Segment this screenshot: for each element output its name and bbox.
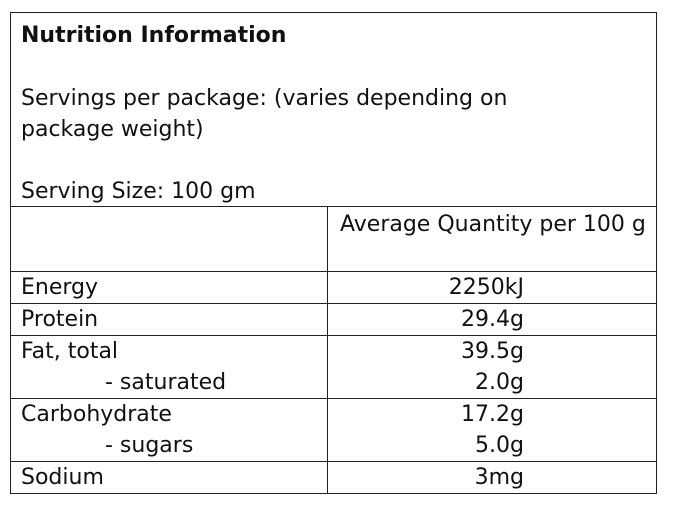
- nutrient-value: 29.4g: [461, 306, 524, 332]
- value-cell: 17.2g 5.0g: [327, 397, 656, 461]
- nutrient-row: Energy 2250kJ: [11, 270, 656, 303]
- nutrient-row: Sodium 3mg: [11, 460, 656, 493]
- nutrient-label: Carbohydrate: [21, 401, 172, 427]
- nutrition-table: Average Quantity per 100 g Energy 2250kJ P…: [11, 207, 656, 493]
- nutrient-value: 2.0g: [475, 369, 524, 395]
- title: Nutrition Information: [21, 23, 287, 48]
- label-cell: Energy: [11, 270, 328, 303]
- servings: Servings per package: (varies depending …: [21, 86, 508, 142]
- empty-cell: [11, 207, 328, 271]
- nutrient-row: Fat, total - saturated 39.5g 2.0g: [11, 334, 656, 398]
- nutrient-label: Sodium: [21, 464, 104, 490]
- nutrition-panel: Nutrition Information Servings per packa…: [10, 12, 657, 494]
- nutrient-row: Protein 29.4g: [11, 302, 656, 335]
- value-cell: 39.5g 2.0g: [327, 334, 656, 398]
- label-cell: Sodium: [11, 460, 328, 493]
- nutrient-value: 3mg: [474, 464, 524, 490]
- serving-size: Serving Size: 100 gm: [21, 179, 256, 204]
- nutrient-label: - saturated: [105, 369, 227, 395]
- label-cell: Fat, total - saturated: [11, 334, 328, 398]
- nutrient-label: - sugars: [105, 432, 194, 458]
- nutrient-label: Energy: [21, 274, 99, 300]
- value-cell: 29.4g: [327, 302, 656, 335]
- column-header: Average Quantity per 100 g: [340, 212, 646, 237]
- value-cell: 2250kJ: [327, 270, 656, 303]
- nutrient-row: Carbohydrate - sugars 17.2g 5.0g: [11, 397, 656, 461]
- column-header-row: Average Quantity per 100 g: [11, 207, 656, 271]
- nutrient-value: 2250kJ: [448, 274, 524, 300]
- nutrient-value: 5.0g: [475, 432, 524, 458]
- label-cell: Protein: [11, 302, 328, 335]
- nutrient-label: Fat, total: [21, 338, 119, 364]
- nutrient-value: 17.2g: [461, 401, 524, 427]
- nutrient-value: 39.5g: [461, 338, 524, 364]
- value-cell: 3mg: [327, 460, 656, 493]
- nutrient-label: Protein: [21, 306, 99, 332]
- label-cell: Carbohydrate - sugars: [11, 397, 328, 461]
- panel-header: Nutrition Information Servings per packa…: [11, 13, 656, 207]
